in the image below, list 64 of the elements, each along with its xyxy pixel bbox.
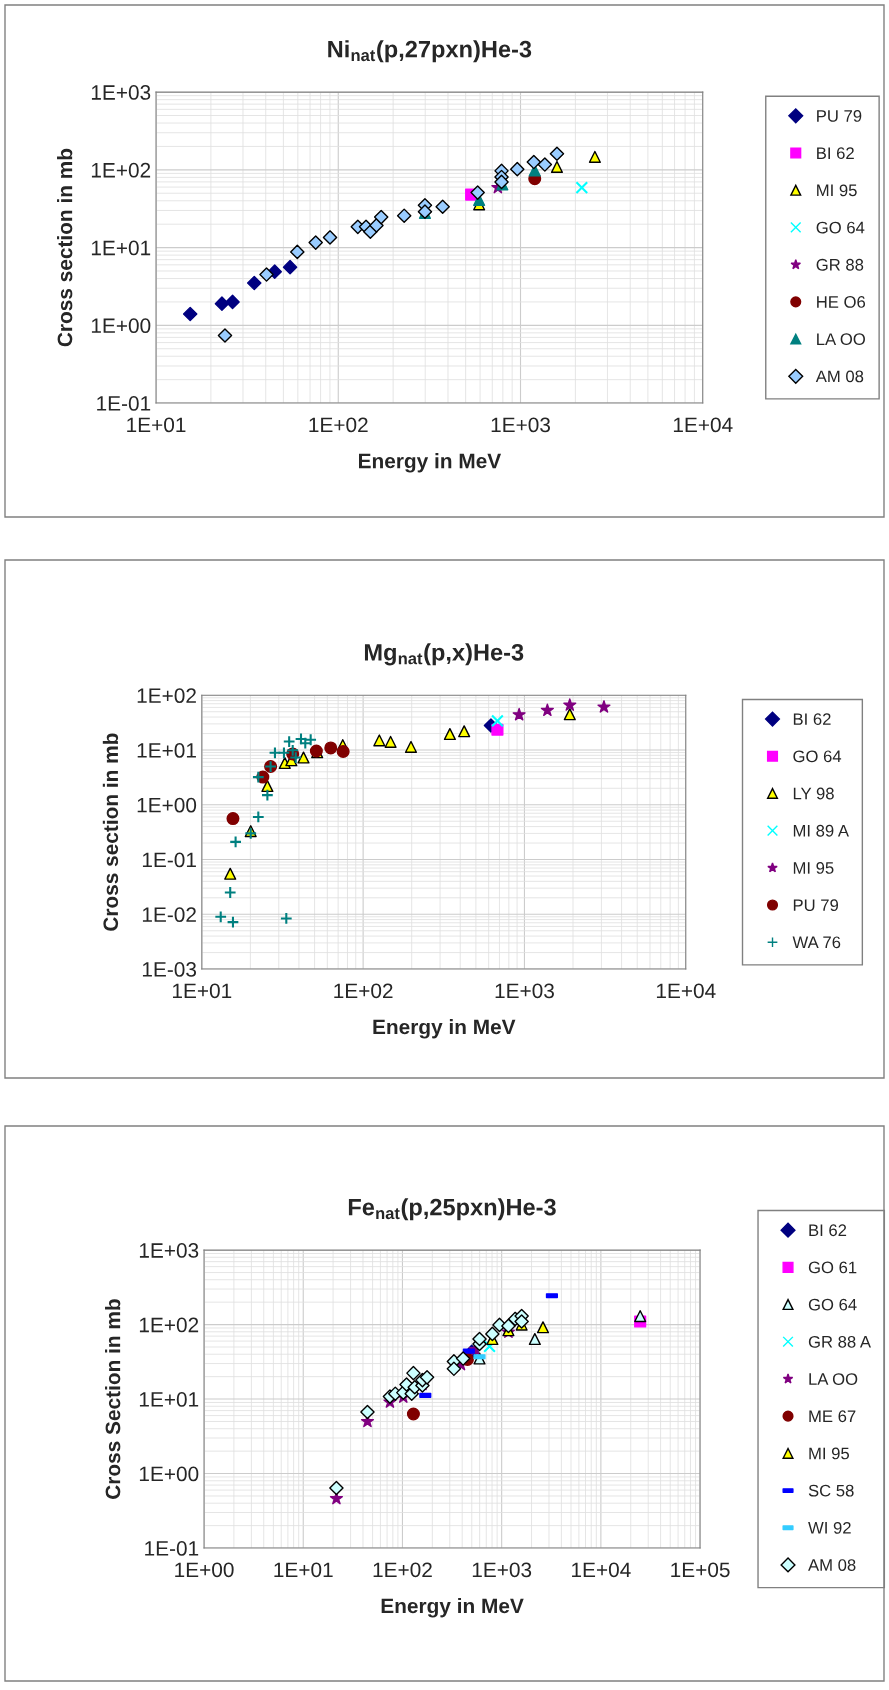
y-tick-label: 1E+01: [137, 743, 196, 758]
x-tick-label: 1E+05: [671, 1562, 730, 1578]
legend-label: LY 98: [793, 787, 834, 800]
legend-label: GR 88: [816, 258, 864, 271]
legend-label: GR 88 A: [808, 1335, 871, 1348]
y-tick-label: 1E-03: [142, 962, 197, 977]
y-tick-label: 1E+03: [91, 85, 151, 100]
x-tick-label: 1E+02: [334, 983, 393, 999]
x-tick-label: 1E+00: [175, 1562, 234, 1578]
x-axis-title: Energy in MeV: [381, 1598, 524, 1618]
legend-label: GO 64: [816, 221, 865, 234]
x-tick-label: 1E+04: [656, 983, 716, 999]
legend-label: GO 61: [808, 1261, 857, 1274]
chart-title: Fe$_{nat}$(p,25pxn)He-3: [348, 1198, 556, 1221]
x-axis-title: Energy in MeV: [359, 453, 502, 473]
y-tick-label: 1E-02: [142, 907, 196, 923]
x-axis-title: Energy in MeV: [373, 1019, 516, 1039]
y-tick-label: 1E-01: [145, 1541, 199, 1556]
x-tick-label: 1E+01: [274, 1562, 333, 1578]
legend-label: GO 64: [808, 1298, 857, 1311]
y-tick-label: 1E+00: [137, 797, 197, 813]
y-tick-label: 1E-01: [97, 396, 151, 411]
y-tick-label: 1E+00: [91, 318, 151, 334]
y-axis-title: Cross Section in mb: [105, 1299, 121, 1499]
legend-label: ME 67: [809, 1410, 856, 1423]
x-tick-label: 1E+02: [309, 417, 368, 433]
legend-label: LA OO: [809, 1373, 858, 1385]
x-tick-label: 1E+03: [495, 983, 554, 999]
y-tick-label: 1E+01: [139, 1392, 199, 1407]
legend-label: MI 89 A: [793, 824, 849, 837]
legend-label: PU 79: [793, 899, 839, 912]
x-tick-label: 1E+04: [673, 417, 733, 433]
x-tick-label: 1E+01: [172, 983, 232, 999]
y-tick-label: 1E+03: [139, 1243, 199, 1258]
legend-label: SC 58: [808, 1484, 854, 1497]
x-tick-label: 1E+03: [491, 417, 550, 433]
legend-label: HE O6: [817, 296, 866, 308]
y-tick-label: 1E+01: [91, 240, 151, 256]
legend-label: AM 08: [808, 1559, 856, 1571]
legend-label: GO 64: [793, 750, 842, 763]
legend-label: MI 95: [793, 862, 834, 874]
y-axis-title: Cross section in mb: [57, 148, 73, 347]
legend-label: BI 62: [817, 147, 854, 160]
legend-label: LA OO: [817, 333, 865, 346]
y-tick-label: 1E-01: [142, 852, 196, 868]
y-tick-label: 1E+02: [137, 688, 196, 704]
x-tick-label: 1E+01: [127, 417, 186, 433]
legend-label: PU 79: [817, 110, 862, 122]
y-tick-label: 1E+00: [139, 1466, 199, 1482]
x-tick-label: 1E+02: [373, 1562, 432, 1578]
x-tick-label: 1E+04: [572, 1562, 631, 1578]
legend-label: BI 62: [793, 713, 831, 726]
chart-title: Ni$_{nat}$(p,27pxn)He-3: [328, 40, 532, 63]
legend-label: WA 76: [792, 936, 841, 949]
legend-label: MI 95: [809, 1447, 850, 1460]
y-tick-label: 1E+02: [91, 162, 151, 178]
y-tick-label: 1E+02: [139, 1317, 199, 1333]
legend-label: WI 92: [808, 1521, 851, 1534]
y-axis-title: Cross section in mb: [102, 733, 119, 931]
legend-label: BI 62: [809, 1224, 847, 1237]
chart-title: Mg$_{nat}$(p,x)He-3: [364, 643, 524, 666]
legend-label: AM 08: [815, 370, 864, 383]
legend-label: MI 95: [817, 184, 857, 197]
x-tick-label: 1E+03: [472, 1562, 532, 1578]
